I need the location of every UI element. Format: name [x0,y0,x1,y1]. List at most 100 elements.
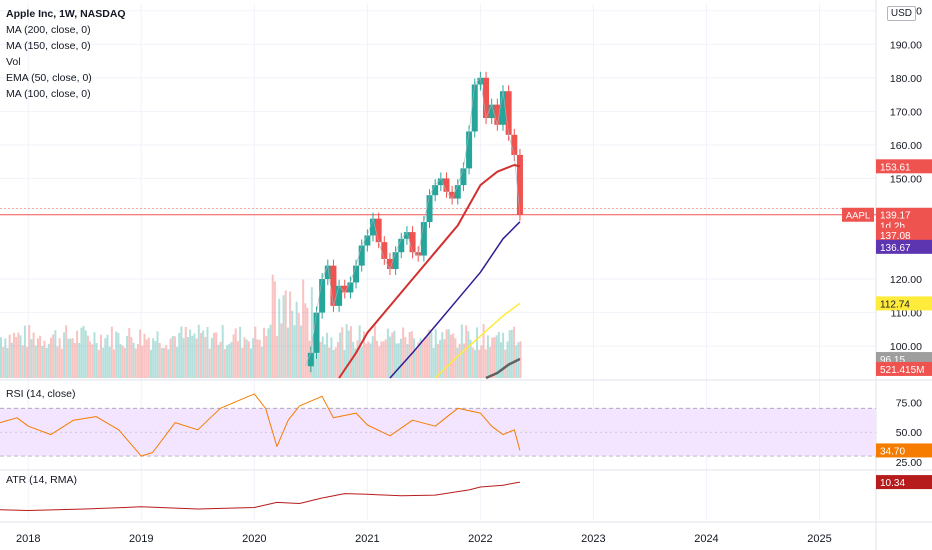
volume-bar [428,329,431,378]
candle-body [420,222,427,256]
volume-bar [252,338,255,378]
volume-bar [171,335,174,378]
volume-bar [413,338,416,378]
price-marker [876,159,932,174]
candle-body [494,104,501,125]
volume-bar [404,337,407,378]
volume-bar [110,326,113,378]
price-marker-label: 137.08 [880,231,911,242]
aapl-tag [842,207,874,222]
indicator-ema50[interactable]: EMA (50, close, 0) [6,72,92,84]
volume-bar [402,327,405,378]
volume-bar [47,343,50,378]
volume-bar [241,347,244,378]
volume-bar [302,279,305,378]
volume-bar [365,343,368,378]
volume-bar [54,330,57,378]
candle-body [426,195,433,223]
candle-body [437,178,444,186]
volume-bar [228,343,231,378]
volume-bar [376,340,379,378]
volume-bar [430,331,433,378]
volume-bar [52,334,55,378]
volume-bar [176,346,179,378]
symbol-title[interactable]: Apple Inc, 1W, NASDAQ [6,8,126,20]
volume-bar [119,344,122,378]
candle-body [516,154,523,215]
volume-bar [426,335,429,378]
volume-bar [163,347,166,378]
volume-bar [173,336,176,378]
volume-bar [499,342,502,378]
volume-bar [117,332,120,378]
volume-bar [336,342,339,378]
candle-body [381,242,388,259]
rsi-value-label: 34.70 [880,446,905,457]
volume-bar [71,338,74,378]
indicator-ma100[interactable]: MA (100, close, 0) [6,88,91,100]
volume-bar [326,332,329,378]
volume-bar [328,347,331,378]
volume-bar [178,332,181,378]
volume-bar [104,338,107,378]
volume-bar [373,325,376,378]
volume-bar [504,349,507,378]
volume-bar [4,338,7,378]
volume-bar [10,342,13,378]
volume-bar [506,341,509,378]
volume-bar [247,341,250,378]
volume-bar [319,341,322,378]
volume-bar [30,339,33,378]
volume-bar [223,349,226,378]
rsi-pane-label[interactable]: RSI (14, close) [6,388,76,400]
indicator-ma200[interactable]: MA (200, close, 0) [6,24,91,36]
candle-body [488,104,495,119]
volume-bar [315,348,318,378]
rsi-tick-label: 75.00 [896,397,922,409]
candle-body [477,77,484,85]
indicator-ma150[interactable]: MA (150, close, 0) [6,40,91,52]
volume-bar [89,341,92,378]
volume-bar [69,338,72,378]
volume-bar [295,301,298,378]
volume-bar [395,343,398,378]
candle-body [392,252,399,269]
candle-body [466,131,473,169]
price-tick-label: 110.00 [891,308,922,320]
volume-bar [102,347,105,378]
volume-bar [465,325,468,378]
volume-bar [482,324,485,378]
volume-bar [41,346,44,378]
volume-bar [191,335,194,378]
price-close-line [304,77,521,367]
volume-bar [82,325,85,378]
volume-bar [182,338,185,378]
volume-bar [380,341,383,378]
volume-bar [23,325,26,378]
volume-bar [213,332,216,378]
atr-value-label: 10.34 [880,478,905,489]
volume-bar [256,339,259,378]
candle-body [336,285,343,306]
volume-bar [32,332,35,378]
candle-body [432,185,439,196]
indicator-vol[interactable]: Vol [6,56,21,68]
volume-bar [334,347,337,378]
volume-bar [2,346,5,378]
candle-body [307,352,314,367]
volume-bar [299,325,302,378]
volume-bar [462,343,465,378]
candle-body [324,265,331,280]
volume-bar [149,349,152,378]
volume-bar [317,345,320,378]
currency-badge[interactable]: USD [886,6,916,21]
volume-bar [491,337,494,378]
volume-bar [60,348,63,378]
candle-body [460,168,467,186]
volume-bar [134,348,137,378]
candle-body [319,279,326,313]
volume-bar [456,347,459,378]
volume-bar [17,332,20,378]
atr-pane-label[interactable]: ATR (14, RMA) [6,474,77,486]
